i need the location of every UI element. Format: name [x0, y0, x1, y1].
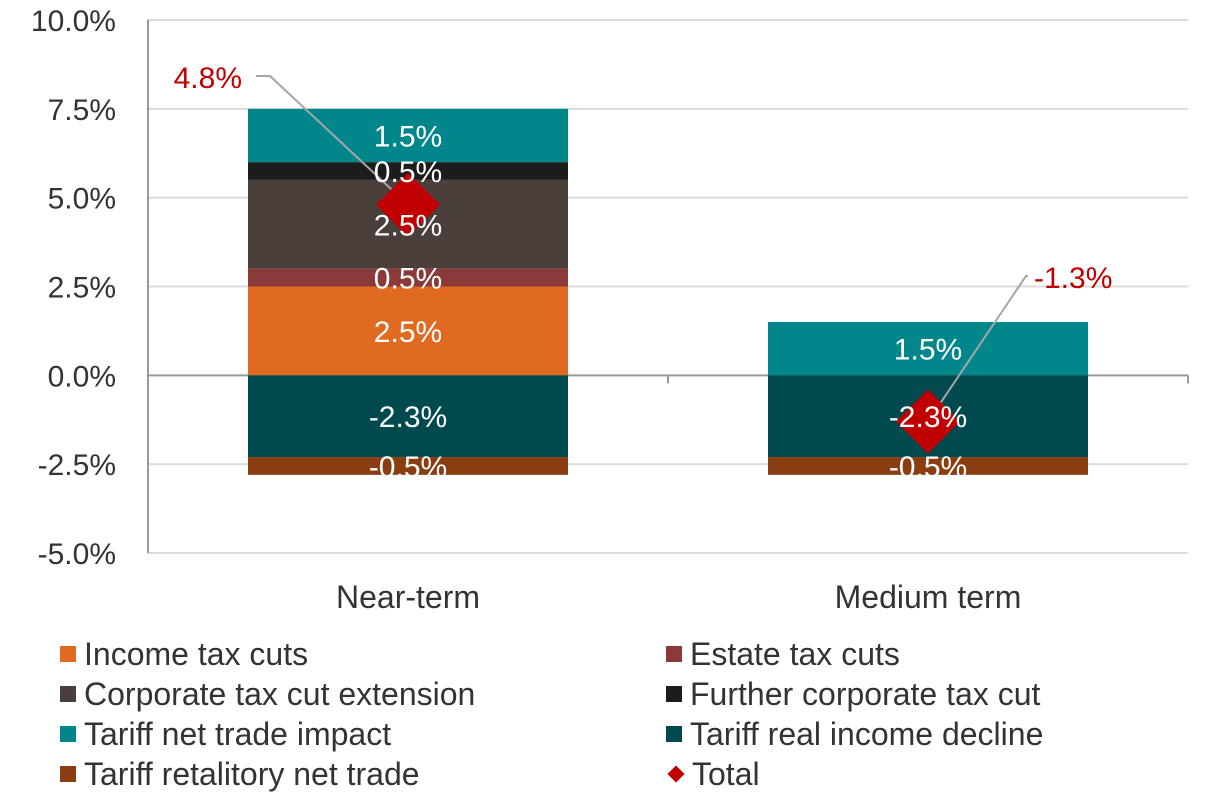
- x-category-label: Near-term: [336, 579, 480, 615]
- x-category-label: Medium term: [835, 579, 1022, 615]
- y-tick-label: 2.5%: [48, 272, 116, 305]
- bars: [248, 108, 1088, 475]
- legend-label: Tariff real income decline: [690, 715, 1044, 752]
- legend-label: Corporate tax cut extension: [84, 675, 476, 712]
- legend-label: Tariff net trade impact: [84, 715, 392, 752]
- total-marker: [376, 172, 440, 237]
- bar-segment-estate-tax-cuts: [248, 268, 568, 287]
- bar-segment-tariff-net-trade-impact: [768, 322, 1088, 376]
- legend-item-estate-tax-cuts: Estate tax cuts: [666, 634, 900, 674]
- data-label-tariff-net-trade-impact: 1.5%: [894, 334, 962, 367]
- legend-swatch: [60, 646, 76, 662]
- data-label-corporate-tax-cut-extension: 2.5%: [374, 209, 442, 242]
- legend-swatch: [666, 686, 682, 702]
- legend-label: Total: [692, 755, 760, 792]
- legend-swatch: [60, 726, 76, 742]
- data-label-tariff-real-income-decline: -2.3%: [889, 401, 967, 434]
- legend-label: Estate tax cuts: [690, 635, 900, 672]
- legend-label: Tariff retalitory net trade: [84, 755, 420, 792]
- bar-segment-tariff-retalitory-net-trade: [248, 457, 568, 475]
- legend-swatch: [666, 726, 682, 742]
- legend-item-tariff-net-trade-impact: Tariff net trade impact: [60, 714, 391, 754]
- total-leader-line: [927, 275, 1028, 423]
- total-leader-line: [256, 75, 409, 206]
- total-value-label: -1.3%: [1034, 262, 1112, 295]
- data-label-estate-tax-cuts: 0.5%: [374, 263, 442, 296]
- legend-label: Further corporate tax cut: [690, 675, 1041, 712]
- total-marker: [896, 389, 960, 454]
- data-labels: 2.5%0.5%2.5%0.5%1.5%-2.3%-0.5%1.5%-2.3%-…: [369, 120, 967, 483]
- data-label-income-tax-cuts: 2.5%: [374, 316, 442, 349]
- legend-item-tariff-real-income-decline: Tariff real income decline: [666, 714, 1043, 754]
- y-tick-label: 0.0%: [48, 360, 116, 393]
- legend-item-corporate-tax-cut-extension: Corporate tax cut extension: [60, 674, 475, 714]
- legend-diamond-icon: [667, 765, 685, 783]
- data-label-tariff-retalitory-net-trade: -0.5%: [369, 451, 447, 484]
- legend-swatch: [666, 646, 682, 662]
- data-label-tariff-real-income-decline: -2.3%: [369, 401, 447, 434]
- y-tick-label: 10.0%: [31, 5, 116, 38]
- legend-swatch: [60, 686, 76, 702]
- data-label-further-corporate-tax-cut: 0.5%: [374, 156, 442, 189]
- chart-legend: Income tax cuts Estate tax cuts Corporate …: [0, 634, 1209, 805]
- bar-segment-tariff-real-income-decline: [248, 375, 568, 458]
- legend-item-total: Total: [666, 754, 760, 794]
- y-tick-label: 5.0%: [48, 183, 116, 216]
- y-tick-label: -2.5%: [38, 449, 116, 482]
- bar-segment-tariff-net-trade-impact: [248, 108, 568, 163]
- legend-label: Income tax cuts: [84, 635, 309, 672]
- bar-segment-income-tax-cuts: [248, 286, 568, 376]
- bar-segment-tariff-retalitory-net-trade: [768, 457, 1088, 475]
- y-tick-label: 7.5%: [48, 94, 116, 127]
- total-markers: 4.8% -1.3%: [174, 62, 1112, 454]
- legend-item-further-corporate-tax-cut: Further corporate tax cut: [666, 674, 1040, 714]
- total-value-label: 4.8%: [174, 62, 242, 95]
- legend-swatch: [60, 766, 76, 782]
- stacked-bar-chart: 10.0% 7.5% 5.0% 2.5% 0.0% -2.5% -5.0% Near-term…: [31, 5, 1189, 615]
- bar-segment-further-corporate-tax-cut: [248, 162, 568, 180]
- axes: 10.0% 7.5% 5.0% 2.5% 0.0% -2.5% -5.0% Near-term…: [31, 5, 1189, 615]
- legend-item-tariff-retalitory-net-trade: Tariff retalitory net trade: [60, 754, 420, 794]
- legend-item-income-tax-cuts: Income tax cuts: [60, 634, 308, 674]
- data-label-tariff-retalitory-net-trade: -0.5%: [889, 451, 967, 484]
- y-tick-label: -5.0%: [38, 538, 116, 571]
- data-label-tariff-net-trade-impact: 1.5%: [374, 120, 442, 153]
